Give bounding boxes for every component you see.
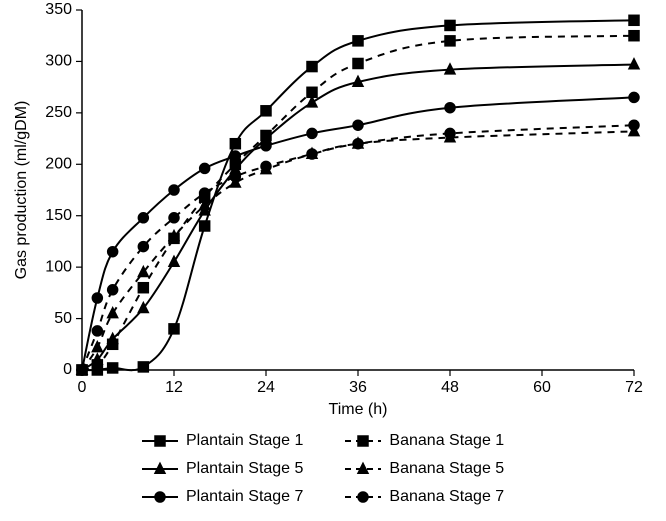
svg-text:50: 50 bbox=[54, 310, 72, 327]
series-banana-stage-7 bbox=[77, 120, 639, 375]
svg-text:60: 60 bbox=[533, 379, 551, 396]
svg-text:24: 24 bbox=[257, 379, 275, 396]
legend-label: Banana Stage 7 bbox=[389, 488, 504, 506]
legend-item-banana-stage-1: Banana Stage 1 bbox=[343, 432, 504, 450]
svg-text:Gas production (ml/gDM): Gas production (ml/gDM) bbox=[13, 101, 30, 280]
legend: Plantain Stage 1 Banana Stage 1 Plantain… bbox=[140, 432, 504, 506]
svg-text:48: 48 bbox=[441, 379, 459, 396]
legend-swatch bbox=[343, 461, 383, 477]
svg-text:36: 36 bbox=[349, 379, 367, 396]
series-plantain-stage-5 bbox=[77, 59, 639, 374]
legend-label: Banana Stage 1 bbox=[389, 432, 504, 450]
legend-label: Plantain Stage 7 bbox=[186, 488, 303, 506]
legend-swatch bbox=[140, 433, 180, 449]
legend-label: Plantain Stage 1 bbox=[186, 432, 303, 450]
legend-item-plantain-stage-5: Plantain Stage 5 bbox=[140, 460, 303, 478]
legend-swatch bbox=[343, 433, 383, 449]
chart-container: 0 50 100 150 200 250 300 350 0 12 24 36 48 60 72 Time (… bbox=[0, 0, 666, 521]
series-plantain-stage-7 bbox=[77, 92, 639, 375]
series-banana-stage-5 bbox=[77, 126, 639, 375]
svg-text:250: 250 bbox=[45, 104, 72, 121]
legend-item-banana-stage-5: Banana Stage 5 bbox=[343, 460, 504, 478]
legend-swatch bbox=[343, 489, 383, 505]
svg-text:300: 300 bbox=[45, 53, 72, 70]
svg-text:350: 350 bbox=[45, 1, 72, 18]
svg-text:200: 200 bbox=[45, 156, 72, 173]
svg-text:150: 150 bbox=[45, 207, 72, 224]
svg-text:0: 0 bbox=[78, 379, 87, 396]
legend-item-plantain-stage-7: Plantain Stage 7 bbox=[140, 488, 303, 506]
series-plantain-stage-1 bbox=[77, 15, 639, 375]
svg-text:72: 72 bbox=[625, 379, 643, 396]
legend-label: Plantain Stage 5 bbox=[186, 460, 303, 478]
legend-swatch bbox=[140, 489, 180, 505]
legend-swatch bbox=[140, 461, 180, 477]
legend-label: Banana Stage 5 bbox=[389, 460, 504, 478]
svg-text:Time (h): Time (h) bbox=[329, 401, 388, 418]
svg-text:0: 0 bbox=[63, 361, 72, 378]
chart-svg: 0 50 100 150 200 250 300 350 0 12 24 36 48 60 72 Time (… bbox=[0, 0, 666, 430]
svg-text:100: 100 bbox=[45, 258, 72, 275]
legend-item-banana-stage-7: Banana Stage 7 bbox=[343, 488, 504, 506]
legend-item-plantain-stage-1: Plantain Stage 1 bbox=[140, 432, 303, 450]
svg-text:12: 12 bbox=[165, 379, 183, 396]
